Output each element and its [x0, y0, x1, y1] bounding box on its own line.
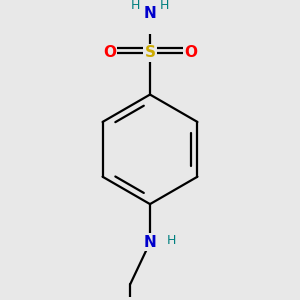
Text: H: H [167, 234, 176, 247]
Text: H: H [160, 0, 169, 12]
Text: O: O [103, 45, 116, 60]
Text: O: O [184, 45, 197, 60]
Text: S: S [145, 45, 155, 60]
Text: H: H [131, 0, 140, 12]
Text: N: N [144, 235, 156, 250]
Text: N: N [144, 6, 156, 21]
